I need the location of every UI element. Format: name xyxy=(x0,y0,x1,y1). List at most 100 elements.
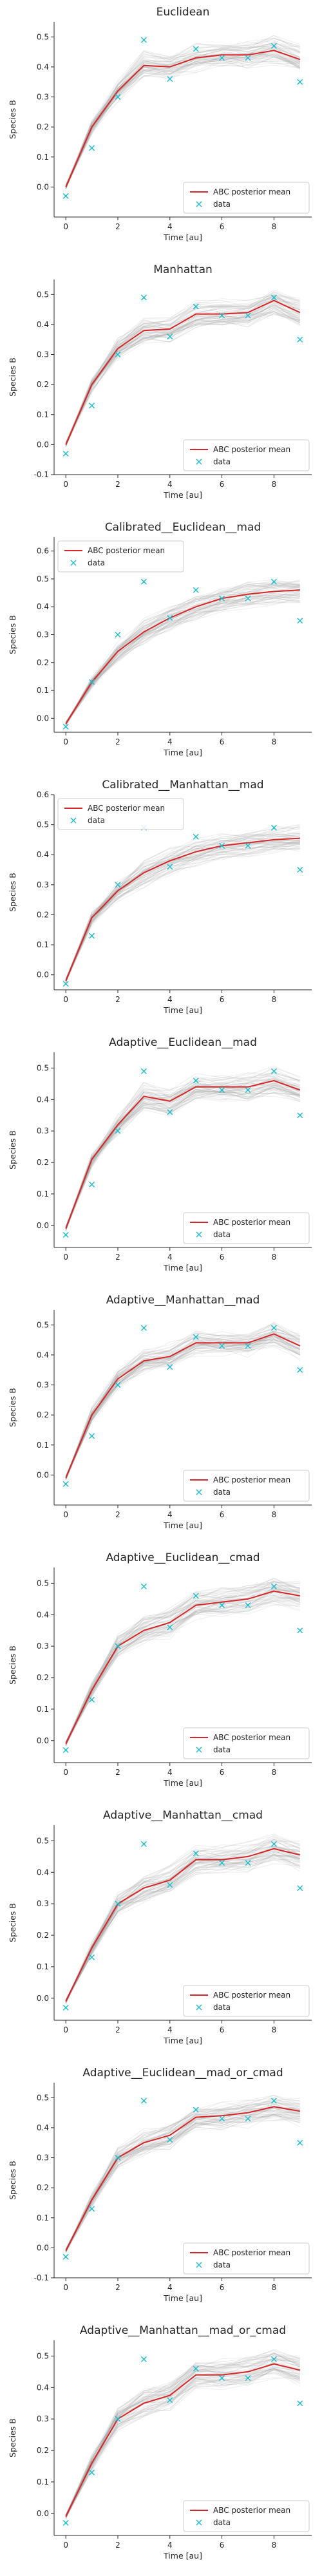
legend-label-data: data xyxy=(213,1230,231,1239)
data-point-marker xyxy=(298,2140,303,2145)
posterior-samples xyxy=(66,1578,300,1746)
y-axis-label: Species B xyxy=(8,100,17,139)
chart-title: Calibrated__Euclidean__mad xyxy=(105,521,261,534)
x-tick-label: 0 xyxy=(63,2283,68,2292)
y-tick-label: 0.3 xyxy=(37,350,49,359)
data-point-marker xyxy=(298,618,303,623)
x-tick-label: 4 xyxy=(167,737,173,746)
chart-title: Manhattan xyxy=(153,263,213,276)
y-tick-label: 0.2 xyxy=(37,658,49,667)
legend-label-mean: ABC posterior mean xyxy=(88,804,165,813)
data-point-marker xyxy=(141,295,146,300)
posterior-sample-line xyxy=(66,1088,300,1231)
legend-label-mean: ABC posterior mean xyxy=(213,2506,290,2515)
chart-panel-3: Calibrated__Euclidean__mad 0 2 4 6 8 0.0 0.1 0.2… xyxy=(8,521,312,757)
posterior-samples xyxy=(66,35,300,189)
y-tick-label: 0.4 xyxy=(37,2123,49,2132)
legend-label-data: data xyxy=(213,2260,231,2269)
posterior-sample-line xyxy=(66,1090,300,1227)
data-point-marker xyxy=(63,451,68,456)
x-tick-label: 2 xyxy=(115,2025,120,2034)
y-tick-label: 0.3 xyxy=(37,1899,49,1908)
legend: ABC posterior mean data xyxy=(184,1213,309,1244)
posterior-sample-line xyxy=(66,1090,300,1227)
y-tick-label: 0.3 xyxy=(37,1126,49,1135)
y-axis-label: Species B xyxy=(8,2418,17,2458)
x-tick-label: 0 xyxy=(63,1768,68,1777)
chart-panel-7: Adaptive__Euclidean__cmad0 2 4 6 80.00.10.20… xyxy=(8,1551,312,1788)
y-tick-label: 0.4 xyxy=(37,602,49,611)
posterior-sample-line xyxy=(66,1345,300,1479)
y-tick-label: 0.4 xyxy=(37,320,49,329)
y-tick-label: 0.1 xyxy=(37,1705,49,1714)
y-tick-label: 0.5 xyxy=(37,1578,49,1587)
legend: ABC posterior mean data xyxy=(184,182,309,213)
posterior-sample-line xyxy=(66,59,300,189)
data-point-marker xyxy=(141,2356,146,2362)
y-tick-label: -0.1 xyxy=(34,2273,49,2282)
chart-title: Adaptive__Euclidean__cmad xyxy=(106,1551,260,1564)
chart-panel-4: Calibrated__Manhattan__mad0 2 4 6 80.00.10.2… xyxy=(8,779,312,1015)
y-tick-label: 0.3 xyxy=(37,1381,49,1390)
y-tick-label: 0.0 xyxy=(37,2243,49,2252)
x-tick-label: 8 xyxy=(272,2283,277,2292)
posterior-sample-line xyxy=(66,58,300,187)
x-tick-label: 0 xyxy=(63,995,68,1004)
posterior-sample-line xyxy=(66,1582,300,1744)
x-tick-label: 8 xyxy=(272,995,277,1004)
data-point-marker xyxy=(63,1747,68,1752)
y-tick-label: 0.0 xyxy=(37,714,49,723)
posterior-sample-line xyxy=(66,54,300,187)
y-tick-label: 0.4 xyxy=(37,1350,49,1359)
posterior-sample-line xyxy=(66,61,300,185)
chart-panel-5: Adaptive__Euclidean__mad0 2 4 6 80.00.10.20.… xyxy=(8,1036,312,1273)
data-point-marker xyxy=(298,79,303,84)
legend: ABC posterior mean data xyxy=(184,440,309,471)
y-tick-label: 0.6 xyxy=(37,547,49,556)
y-tick-label: 0.1 xyxy=(37,1441,49,1450)
y-tick-label: 0.0 xyxy=(37,1994,49,2003)
y-axis-label: Species B xyxy=(8,2161,17,2200)
y-tick-label: 0.0 xyxy=(37,2509,49,2518)
series-line-abc-posterior-mean xyxy=(66,301,300,445)
y-tick-label: 0.2 xyxy=(37,910,49,919)
x-axis-label: Time [au] xyxy=(163,1263,202,1273)
legend-label-data: data xyxy=(213,2003,231,2012)
x-tick-label: 6 xyxy=(220,1768,225,1777)
posterior-sample-line xyxy=(66,62,300,187)
x-tick-label: 2 xyxy=(115,480,120,489)
y-tick-label: 0.4 xyxy=(37,62,49,71)
legend-label-data: data xyxy=(213,1745,231,1754)
x-tick-label: 8 xyxy=(272,2541,277,2550)
data-point-marker xyxy=(63,1481,68,1486)
x-tick-label: 4 xyxy=(167,1768,173,1777)
posterior-sample-line xyxy=(66,1094,300,1231)
data-point-marker xyxy=(298,867,303,873)
y-tick-label: 0.3 xyxy=(37,1642,49,1651)
data-point-marker xyxy=(90,1182,95,1187)
x-tick-label: 4 xyxy=(167,2283,173,2292)
x-axis-label: Time [au] xyxy=(163,1005,202,1015)
y-axis-label: Species B xyxy=(8,615,17,654)
x-axis-label: Time [au] xyxy=(163,1520,202,1530)
data-point-marker xyxy=(141,1584,146,1589)
y-axis-label: Species B xyxy=(8,1645,17,1685)
legend: ABC posterior mean data xyxy=(184,1728,309,1759)
x-axis-label: Time [au] xyxy=(163,1778,202,1788)
chart-title: Adaptive__Manhattan__mad_or_cmad xyxy=(80,2324,286,2337)
posterior-sample-line xyxy=(66,1088,300,1229)
legend: ABC posterior mean data xyxy=(184,1470,309,1501)
x-tick-label: 4 xyxy=(167,995,173,1004)
y-axis-label: Species B xyxy=(8,1903,17,1942)
y-tick-label: 0.3 xyxy=(37,880,49,889)
data-point-marker xyxy=(90,403,95,408)
x-tick-label: 6 xyxy=(220,2283,225,2292)
y-tick-label: 0.4 xyxy=(37,1610,49,1619)
data-point-marker xyxy=(141,1841,146,1846)
y-tick-label: 0.4 xyxy=(37,1868,49,1877)
data-point-marker xyxy=(90,1434,95,1439)
y-tick-label: -0.1 xyxy=(34,470,49,479)
x-tick-label: 2 xyxy=(115,737,120,746)
data-point-marker xyxy=(298,1886,303,1891)
